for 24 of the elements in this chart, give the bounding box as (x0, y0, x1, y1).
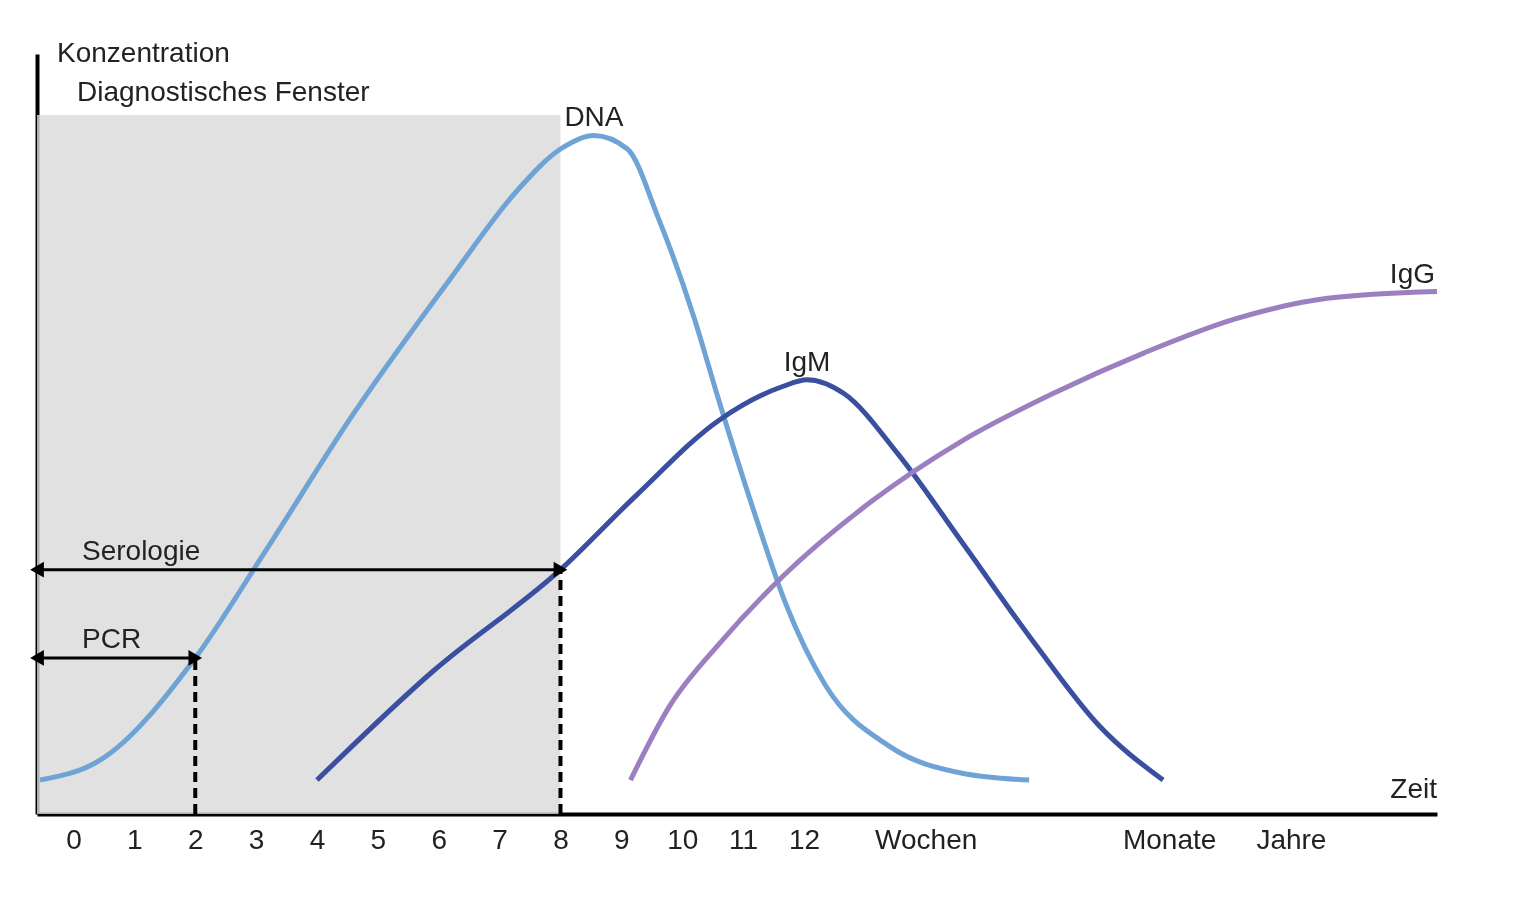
x-tick-label: 3 (248, 823, 265, 855)
band-label: Diagnostisches Fenster (77, 76, 370, 108)
x-axis-title: Zeit (1390, 773, 1438, 804)
x-tick-label: Wochen (875, 823, 978, 855)
y-axis-title: Konzentration (57, 37, 230, 68)
x-tick-label: 11 (729, 823, 759, 855)
x-tick-label: 1 (127, 823, 143, 855)
annotation: Serologie (82, 534, 201, 566)
annotation: PCR (82, 622, 142, 654)
x-tick-label: 5 (370, 823, 387, 855)
x-tick-label: Monate (1122, 823, 1217, 855)
series-label: IgM (783, 345, 831, 377)
x-tick-label: 9 (614, 823, 630, 855)
x-tick-label: 8 (553, 823, 569, 855)
x-tick-label: 0 (66, 823, 82, 855)
series-label: IgG (1389, 257, 1435, 289)
x-tick-label: 6 (431, 823, 448, 855)
series-label: DNA (564, 101, 624, 133)
x-tick-label: 4 (309, 823, 326, 855)
x-tick-label: 2 (187, 823, 204, 855)
x-tick-label: Jahre (1256, 823, 1327, 855)
x-tick-label: 10 (667, 823, 699, 855)
x-tick-label: 12 (788, 823, 821, 855)
x-tick-label: 7 (492, 823, 508, 855)
